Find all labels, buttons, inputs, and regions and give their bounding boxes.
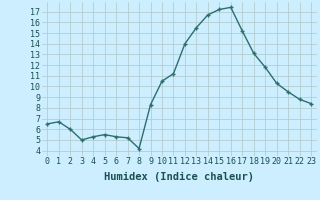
X-axis label: Humidex (Indice chaleur): Humidex (Indice chaleur) [104, 172, 254, 182]
